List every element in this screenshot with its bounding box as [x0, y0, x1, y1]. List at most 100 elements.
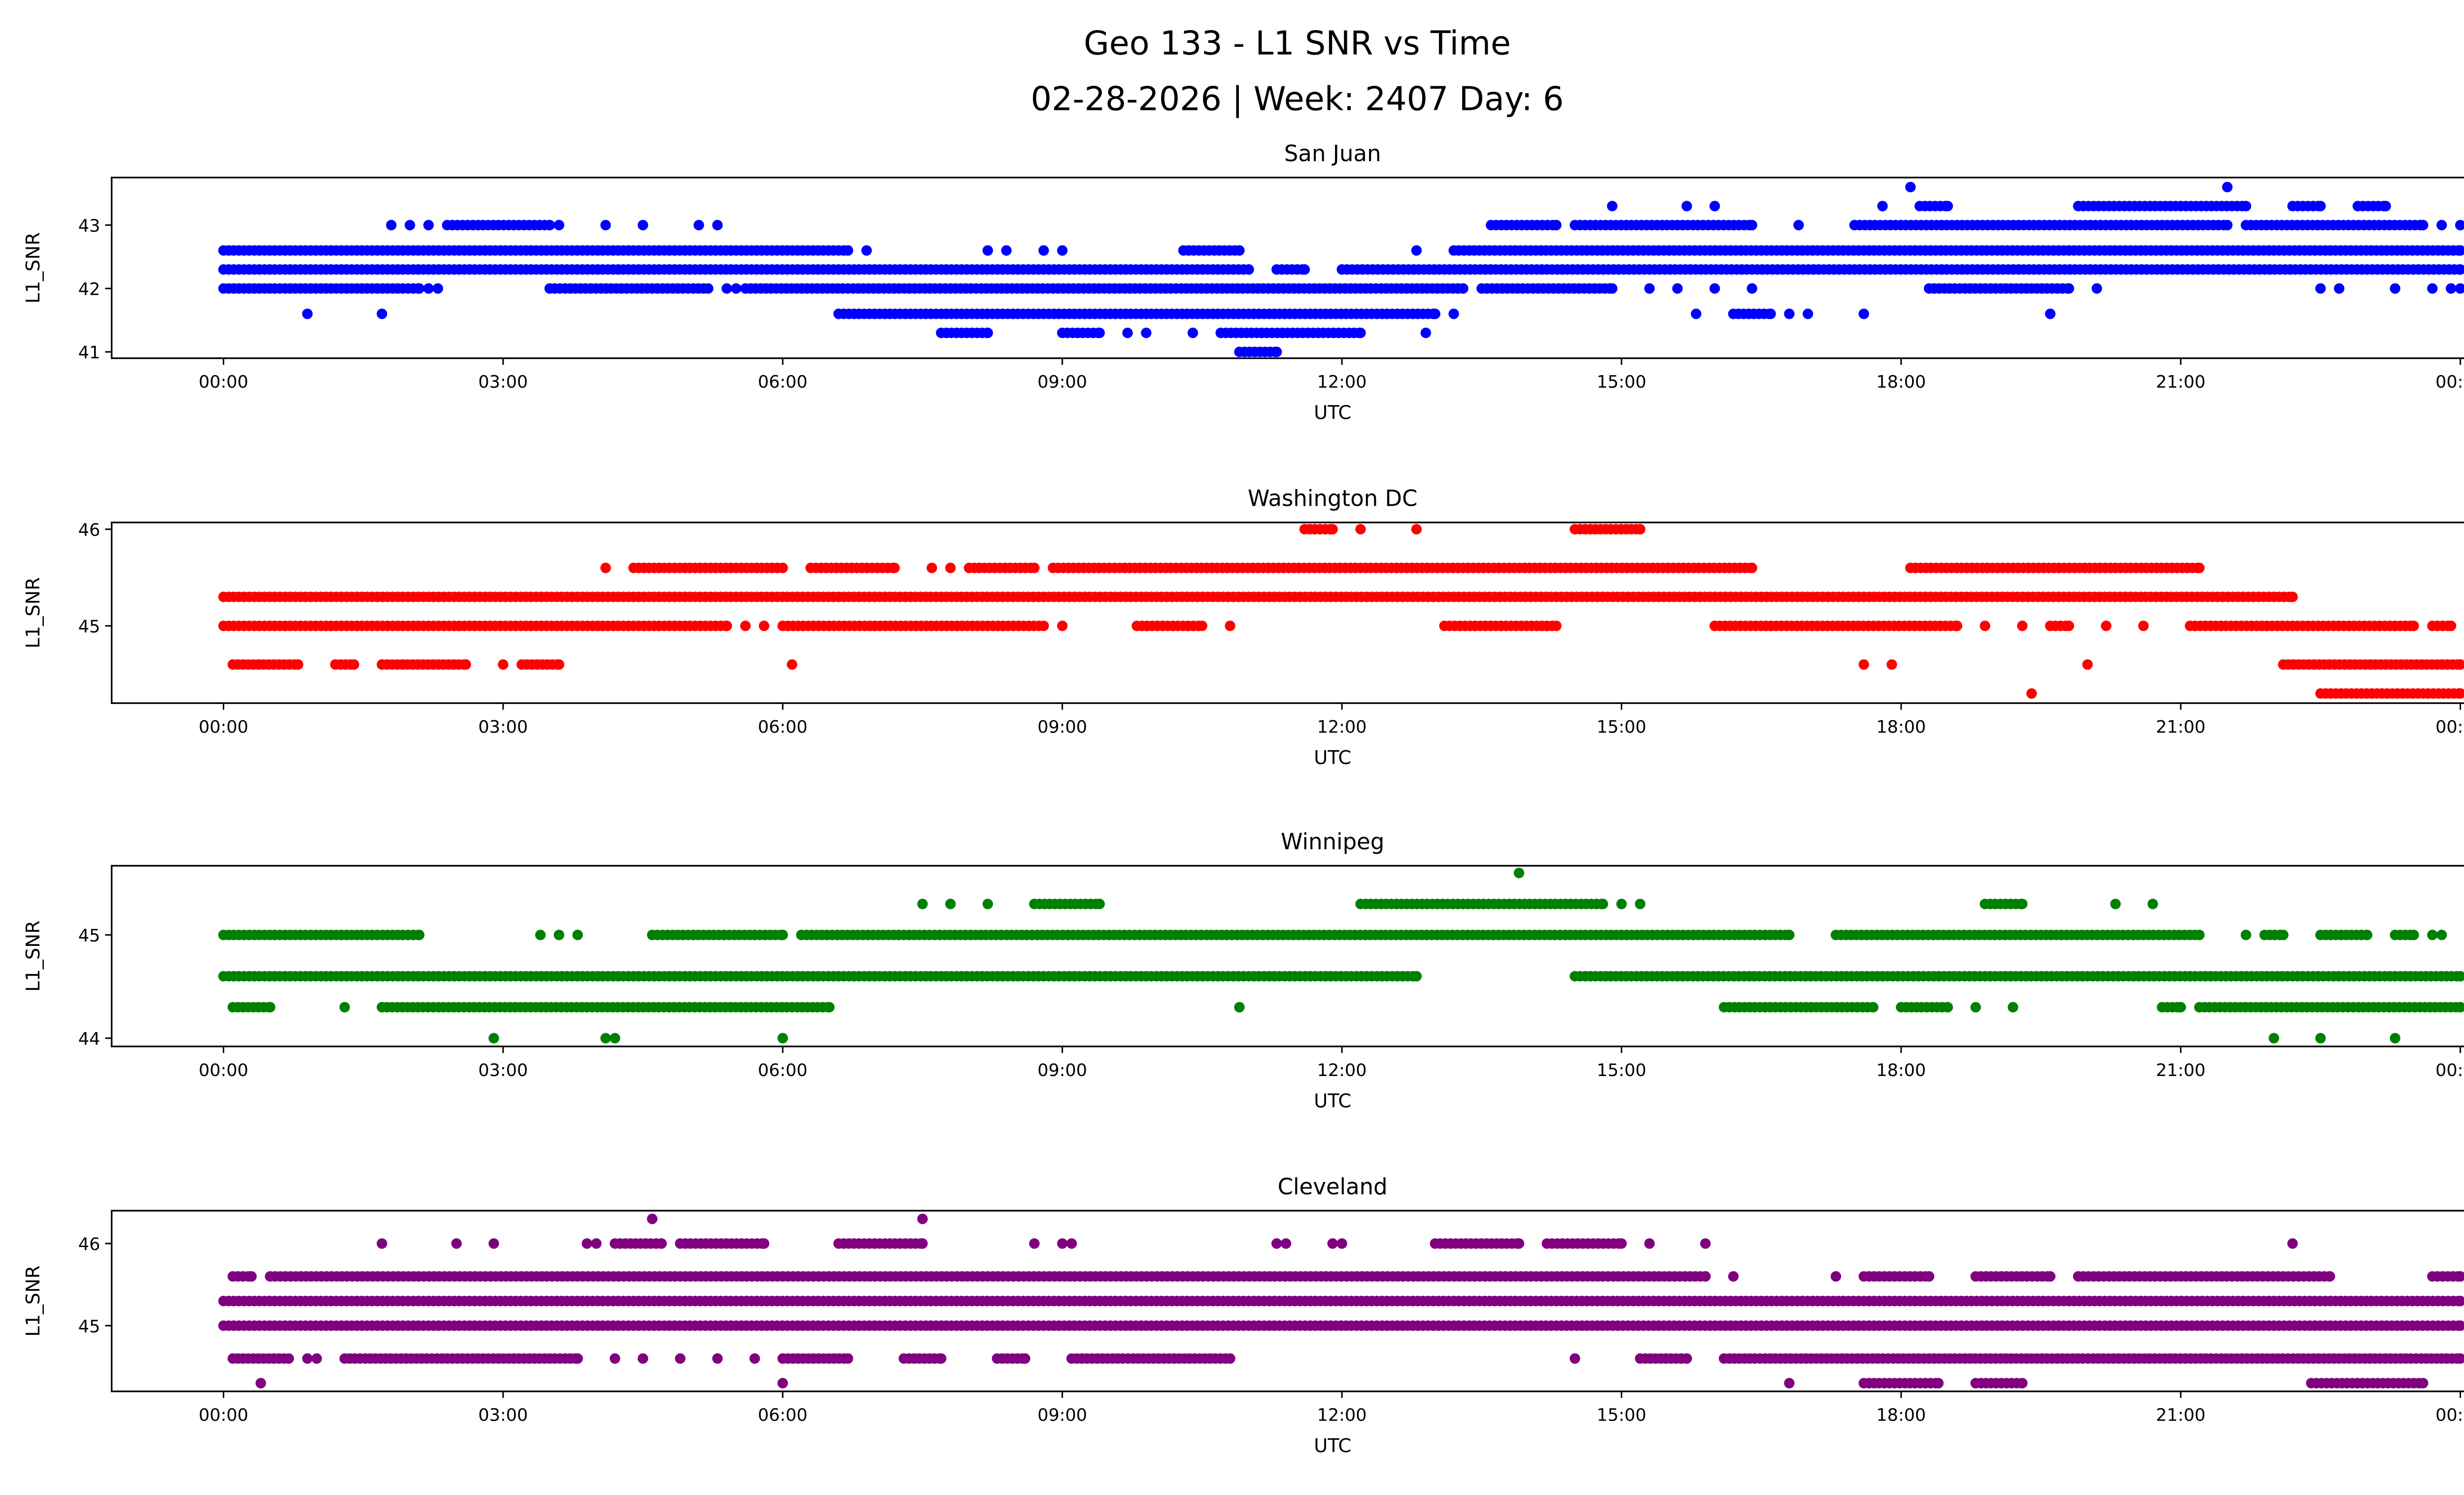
data-point: [2063, 283, 2074, 294]
data-point: [1038, 245, 1049, 256]
data-point: [2361, 930, 2373, 940]
data-point: [1513, 1238, 1525, 1249]
data-point: [777, 1033, 788, 1043]
data-point: [1765, 309, 1776, 319]
data-point: [376, 309, 387, 319]
x-tick-label: 12:00: [1317, 1061, 1367, 1080]
data-point: [460, 659, 471, 670]
data-point: [2017, 621, 2028, 631]
data-point: [1411, 245, 1422, 256]
data-point: [1830, 1271, 1842, 1282]
data-point: [339, 1002, 350, 1013]
data-point: [1970, 1002, 1981, 1013]
data-point: [1858, 659, 1869, 670]
data-point: [1336, 1238, 1347, 1249]
x-tick-label: 06:00: [758, 1061, 808, 1080]
data-point: [1942, 201, 1953, 211]
data-point: [889, 562, 900, 573]
data-point: [1709, 201, 1720, 211]
data-point: [451, 1238, 462, 1249]
data-point: [1793, 220, 1804, 231]
x-tick-label: 09:00: [1037, 1061, 1087, 1080]
data-point: [1057, 1238, 1068, 1249]
subplot-title: Washington DC: [1248, 486, 1418, 512]
data-point: [917, 899, 928, 909]
data-point: [1122, 327, 1133, 338]
data-point: [1616, 899, 1627, 909]
data-point: [1942, 1002, 1953, 1013]
data-point: [1234, 1002, 1245, 1013]
x-tick-label: 03:00: [479, 1061, 528, 1080]
data-point: [2110, 899, 2121, 909]
data-point: [917, 1238, 928, 1249]
data-point: [488, 1238, 499, 1249]
x-tick-label: 18:00: [1876, 718, 1926, 737]
data-point: [488, 1033, 499, 1043]
data-point: [2315, 201, 2326, 211]
data-point: [1029, 562, 1040, 573]
data-point: [1271, 1238, 1282, 1249]
y-tick-label: 42: [78, 280, 101, 300]
data-point: [2147, 899, 2158, 909]
axes-frame: [110, 176, 2464, 359]
data-point: [2455, 220, 2464, 231]
data-point: [1513, 868, 1525, 878]
subplot-title: Cleveland: [1278, 1174, 1388, 1200]
data-point: [2455, 283, 2464, 294]
y-axis-label: L1_SNR: [22, 232, 44, 303]
data-point: [423, 283, 434, 294]
data-point: [1709, 283, 1720, 294]
data-point: [2175, 1002, 2186, 1013]
x-tick-label: 21:00: [2156, 1061, 2206, 1080]
data-point: [1280, 1238, 1292, 1249]
data-point: [2408, 621, 2419, 631]
data-point: [2268, 1033, 2279, 1043]
data-point: [1980, 621, 1990, 631]
data-point: [1672, 283, 1683, 294]
chart-title: Geo 133 - L1 SNR vs Time: [1084, 24, 1511, 62]
y-tick-label: 46: [78, 521, 101, 540]
data-point: [1951, 621, 1962, 631]
x-tick-label: 00:00: [199, 373, 248, 392]
data-point: [1448, 309, 1459, 319]
data-point: [2026, 688, 2037, 699]
data-point: [1551, 220, 1562, 231]
data-point: [1691, 309, 1702, 319]
data-point: [2315, 283, 2326, 294]
data-point: [982, 245, 993, 256]
data-point: [535, 930, 546, 940]
x-tick-label: 21:00: [2156, 718, 2206, 737]
data-point: [1197, 621, 1208, 631]
data-point: [1868, 1002, 1879, 1013]
x-tick-label: 06:00: [758, 718, 808, 737]
data-point: [1784, 930, 1795, 940]
data-point: [1234, 245, 1245, 256]
data-point: [1858, 309, 1869, 319]
x-tick-label: 03:00: [479, 373, 528, 392]
y-tick-label: 45: [78, 617, 101, 637]
data-point: [1644, 283, 1655, 294]
data-point: [2063, 621, 2074, 631]
data-point: [2455, 264, 2464, 275]
data-point: [758, 621, 770, 631]
data-point: [2455, 245, 2464, 256]
data-point: [1607, 283, 1618, 294]
data-point: [1066, 1238, 1077, 1249]
data-point: [1458, 283, 1469, 294]
data-point: [1635, 524, 1645, 535]
data-point: [1411, 971, 1422, 982]
data-points: [218, 181, 2464, 357]
data-point: [1635, 899, 1645, 909]
data-point: [1784, 309, 1795, 319]
data-point: [2408, 930, 2419, 940]
data-point: [572, 930, 583, 940]
x-tick-label: 09:00: [1037, 718, 1087, 737]
y-tick-label: 43: [78, 216, 101, 236]
data-point: [637, 220, 649, 231]
data-point: [1616, 1238, 1627, 1249]
x-tick-label: 15:00: [1597, 373, 1646, 392]
data-point: [945, 899, 956, 909]
data-point: [553, 930, 565, 940]
